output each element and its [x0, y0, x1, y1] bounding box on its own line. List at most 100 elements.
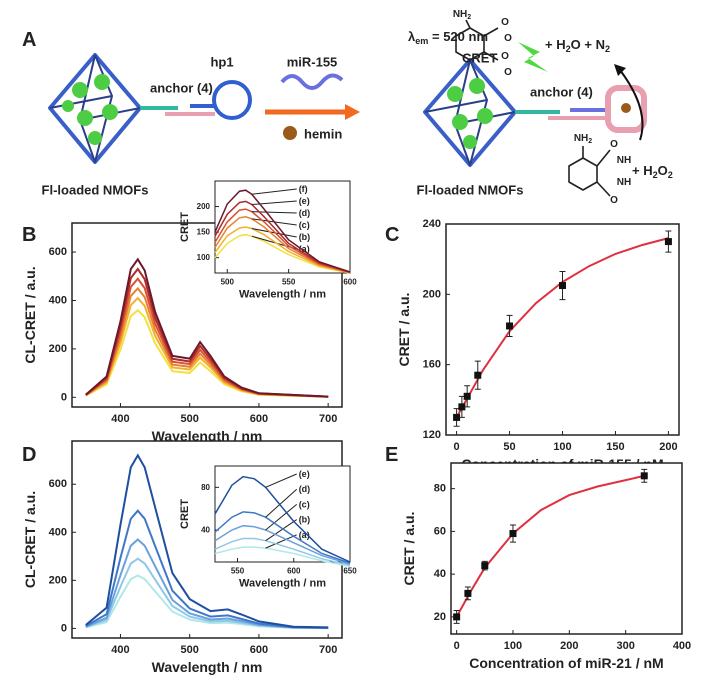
anchor-label: anchor (4) — [530, 85, 593, 100]
x-tick-label: 600 — [250, 413, 268, 425]
text-part: λ — [408, 29, 416, 44]
x-tick-label: 700 — [319, 644, 337, 656]
x-tick-label: 600 — [287, 567, 301, 576]
data-point — [509, 530, 517, 538]
text-part: 2 — [588, 138, 592, 145]
x-tick-label: 550 — [231, 567, 245, 576]
spectrum-line — [214, 200, 351, 273]
atom-label: O — [501, 17, 509, 28]
fit-line — [455, 474, 645, 618]
x-tick-label: 0 — [454, 640, 460, 652]
x-tick-label: 200 — [659, 441, 677, 453]
panel-label: B — [22, 224, 36, 246]
x-axis-label: Concentration of miR-21 / nM — [469, 655, 663, 671]
x-tick-label: 400 — [673, 640, 691, 652]
nmof-right — [423, 58, 517, 167]
data-point — [464, 589, 472, 597]
y-tick-label: 80 — [201, 483, 210, 492]
anchor-label: anchor (4) — [150, 81, 213, 96]
y-tick-label: 100 — [197, 253, 211, 262]
chart: C050100150200120160200240Concentration o… — [385, 218, 680, 472]
atom-label: NH2 — [574, 133, 592, 146]
oxidant-label: + H2O2 — [632, 163, 673, 181]
series-label: (d) — [299, 484, 311, 494]
data-point — [453, 413, 461, 421]
y-tick-label: 200 — [423, 288, 441, 300]
text-part: O — [658, 163, 668, 178]
x-tick-label: 650 — [343, 567, 357, 576]
y-tick-label: 120 — [423, 429, 441, 441]
y-tick-label: 160 — [423, 359, 441, 371]
text-part: 2 — [467, 14, 471, 21]
label-pointer — [265, 534, 297, 549]
x-tick-label: 400 — [111, 644, 129, 656]
x-tick-label: 600 — [343, 278, 357, 287]
atom-label: O — [504, 33, 512, 44]
data-point — [559, 282, 566, 290]
arrow-head — [345, 104, 360, 120]
reaction-arrow — [619, 69, 644, 141]
dye-left — [62, 74, 118, 145]
text-part: NH — [617, 177, 631, 188]
y-tick-label: 60 — [434, 525, 446, 537]
x-axis-label: Wavelength / nm — [239, 578, 326, 590]
series-label: (a) — [299, 244, 310, 254]
x-tick-label: 0 — [454, 441, 460, 453]
text-part: O + N — [571, 37, 605, 52]
y-tick-label: 200 — [49, 574, 67, 586]
text-part: NH — [617, 155, 631, 166]
text-part: O — [610, 195, 618, 206]
data-point — [481, 562, 489, 570]
text-part: O — [501, 51, 509, 62]
g-quadruplex — [605, 85, 647, 133]
series-label: (e) — [299, 196, 310, 206]
spectrum-line — [214, 216, 351, 274]
nmof-label: Fl-loaded NMOFs — [417, 183, 524, 198]
text-part: 2 — [668, 170, 673, 180]
reaction-arrow-head — [614, 64, 626, 76]
chart: E 0 100 200 300 400 20 40 60 80 Concentration of m… — [385, 444, 691, 671]
x-tick-label: 150 — [606, 441, 624, 453]
data-point — [453, 613, 461, 621]
spectrum-line — [214, 511, 351, 564]
target-label: miR-155 — [287, 55, 338, 70]
y-tick-label: 20 — [434, 611, 446, 623]
series-label: (a) — [299, 530, 310, 540]
target-strand — [280, 73, 344, 90]
spectrum-line — [85, 257, 329, 398]
spectrum-line — [85, 557, 329, 630]
data-point — [664, 238, 672, 246]
inset-chart: 550 600 650 40 80 Wavelength / nm CRET (a) (b) (c… — [179, 465, 357, 590]
text-part: O — [504, 67, 512, 78]
x-tick-label: 300 — [616, 640, 634, 652]
hairpin-loop — [212, 80, 252, 120]
x-tick-label: 700 — [319, 413, 337, 425]
label-pointer — [265, 519, 297, 542]
text-part: NH — [453, 9, 467, 20]
series-label: (e) — [299, 469, 310, 479]
hemin — [621, 103, 631, 113]
text-part: 2 — [653, 170, 658, 180]
spectrum-line — [85, 538, 329, 629]
spectrum-line — [214, 189, 351, 273]
x-tick-label: 600 — [250, 644, 268, 656]
emission-label: λem = 520 nm — [408, 29, 488, 47]
text-part: = 520 nm — [428, 29, 488, 44]
emission-bolt — [518, 42, 548, 72]
y-tick-label: 400 — [49, 526, 67, 538]
spectrum-line — [214, 524, 351, 565]
plot-frame — [445, 223, 680, 436]
text-part: O — [504, 33, 512, 44]
text-part: O — [610, 139, 618, 150]
atom-label: NH — [617, 177, 631, 188]
label-pointer — [265, 473, 297, 488]
label-pointer — [265, 488, 298, 518]
x-tick-label: 500 — [181, 644, 199, 656]
y-tick-label: 600 — [49, 478, 67, 490]
cofactor-label: hemin — [304, 127, 342, 142]
spectrum-line — [214, 537, 351, 566]
data-point — [458, 403, 466, 411]
y-tick-label: 240 — [423, 218, 441, 230]
dye-right — [447, 78, 493, 149]
